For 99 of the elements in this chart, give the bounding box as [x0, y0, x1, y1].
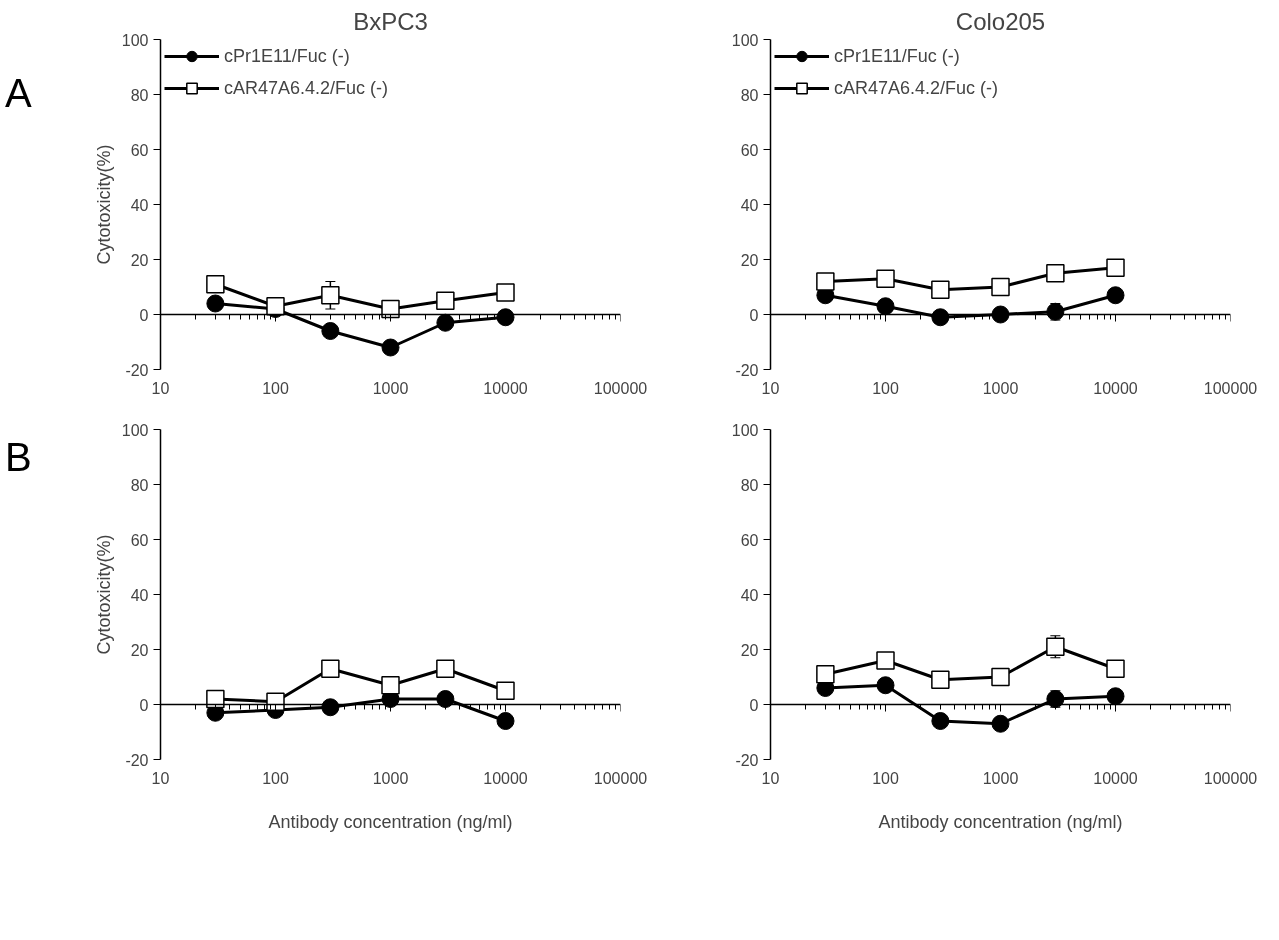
point [206, 689, 225, 709]
point [876, 269, 895, 288]
point [1046, 264, 1065, 283]
point [321, 698, 340, 717]
point [321, 286, 340, 305]
point [321, 659, 340, 678]
y-tick-label: 60 [130, 141, 149, 159]
y-tick-label: 80 [740, 86, 759, 104]
y-axis-title: Cytotoxicity(%) [93, 144, 114, 265]
point [991, 277, 1010, 297]
point [931, 670, 950, 689]
legend-label: cPr1E11/Fuc (-) [224, 45, 350, 67]
point [991, 667, 1010, 687]
x-tick-label: 100 [872, 769, 899, 787]
y-tick-label: -20 [125, 751, 149, 769]
y-tick-label: 40 [740, 586, 759, 604]
point [816, 665, 835, 684]
point [1106, 687, 1125, 706]
y-tick-label: 40 [740, 196, 759, 214]
x-tick-label: 10 [761, 769, 780, 787]
y-axis-title: Cytotoxicity(%) [93, 534, 114, 655]
point [1106, 659, 1125, 678]
y-tick-label: 80 [130, 86, 149, 104]
x-axis-title: Antibody concentration (ng/ml) [878, 811, 1123, 832]
x-tick-label: 10000 [1093, 769, 1138, 787]
x-tick-label: 100000 [1203, 379, 1258, 397]
point [1046, 302, 1065, 321]
point [436, 659, 455, 678]
point [266, 692, 285, 711]
y-tick-label: 80 [740, 476, 759, 494]
point [816, 272, 835, 291]
x-tick-label: 100000 [593, 379, 648, 397]
x-tick-label: 1000 [372, 769, 409, 787]
x-tick-label: 1000 [982, 379, 1019, 397]
point [876, 676, 895, 695]
legend-label: cAR47A6.4.2/Fuc (-) [224, 77, 389, 99]
x-tick-label: 1000 [982, 769, 1019, 787]
y-tick-label: -20 [735, 361, 759, 379]
point [496, 283, 515, 302]
y-tick-label: 20 [130, 251, 149, 269]
y-tick-label: 0 [749, 306, 759, 324]
y-tick-label: 80 [130, 476, 149, 494]
y-tick-label: 20 [130, 641, 149, 659]
text: A [5, 70, 32, 117]
x-tick-label: 100 [262, 379, 289, 397]
point [381, 299, 400, 319]
x-tick-label: 10000 [483, 379, 528, 397]
y-tick-label: 60 [130, 531, 149, 549]
x-tick-label: 100 [262, 769, 289, 787]
x-tick-label: 10 [151, 379, 170, 397]
point [991, 714, 1010, 733]
point [436, 690, 455, 708]
point [496, 712, 515, 730]
text: B [5, 434, 32, 481]
point [381, 338, 400, 357]
y-tick-label: 0 [749, 696, 759, 714]
point [381, 676, 400, 695]
chart-title: Colo205 [955, 7, 1046, 35]
point [1106, 286, 1125, 305]
point [1046, 637, 1065, 656]
x-tick-label: 100000 [593, 769, 648, 787]
y-tick-label: -20 [735, 751, 759, 769]
point [206, 294, 225, 313]
x-tick-label: 10 [761, 379, 780, 397]
legend-label: cPr1E11/Fuc (-) [834, 45, 960, 67]
y-tick-label: 0 [139, 696, 149, 714]
point [321, 322, 340, 340]
chart-title: BxPC3 [353, 7, 428, 35]
y-tick-label: 100 [121, 421, 149, 439]
point [876, 651, 895, 670]
x-tick-label: 10000 [483, 769, 528, 787]
y-tick-label: 60 [740, 531, 759, 549]
y-tick-label: 40 [130, 586, 149, 604]
y-tick-label: 0 [139, 306, 149, 324]
y-tick-label: -20 [125, 361, 149, 379]
point [496, 681, 515, 700]
y-tick-label: 40 [130, 196, 149, 214]
x-tick-label: 100 [872, 379, 899, 397]
x-tick-label: 1000 [372, 379, 409, 397]
y-tick-label: 60 [740, 141, 759, 159]
y-tick-label: 100 [121, 31, 149, 49]
point [436, 291, 455, 310]
y-tick-label: 100 [731, 31, 759, 49]
point [436, 313, 455, 332]
point [931, 712, 950, 730]
x-axis-title: Antibody concentration (ng/ml) [268, 811, 513, 832]
point [931, 280, 950, 299]
y-tick-label: 20 [740, 641, 759, 659]
point [876, 297, 895, 316]
y-tick-label: 20 [740, 251, 759, 269]
point [206, 275, 225, 294]
x-tick-label: 100000 [1203, 769, 1258, 787]
point [1106, 258, 1125, 277]
x-tick-label: 10000 [1093, 379, 1138, 397]
x-tick-label: 10 [151, 769, 170, 787]
y-tick-label: 100 [731, 421, 759, 439]
legend-label: cAR47A6.4.2/Fuc (-) [834, 77, 999, 99]
point [1046, 690, 1065, 708]
point [931, 308, 950, 327]
